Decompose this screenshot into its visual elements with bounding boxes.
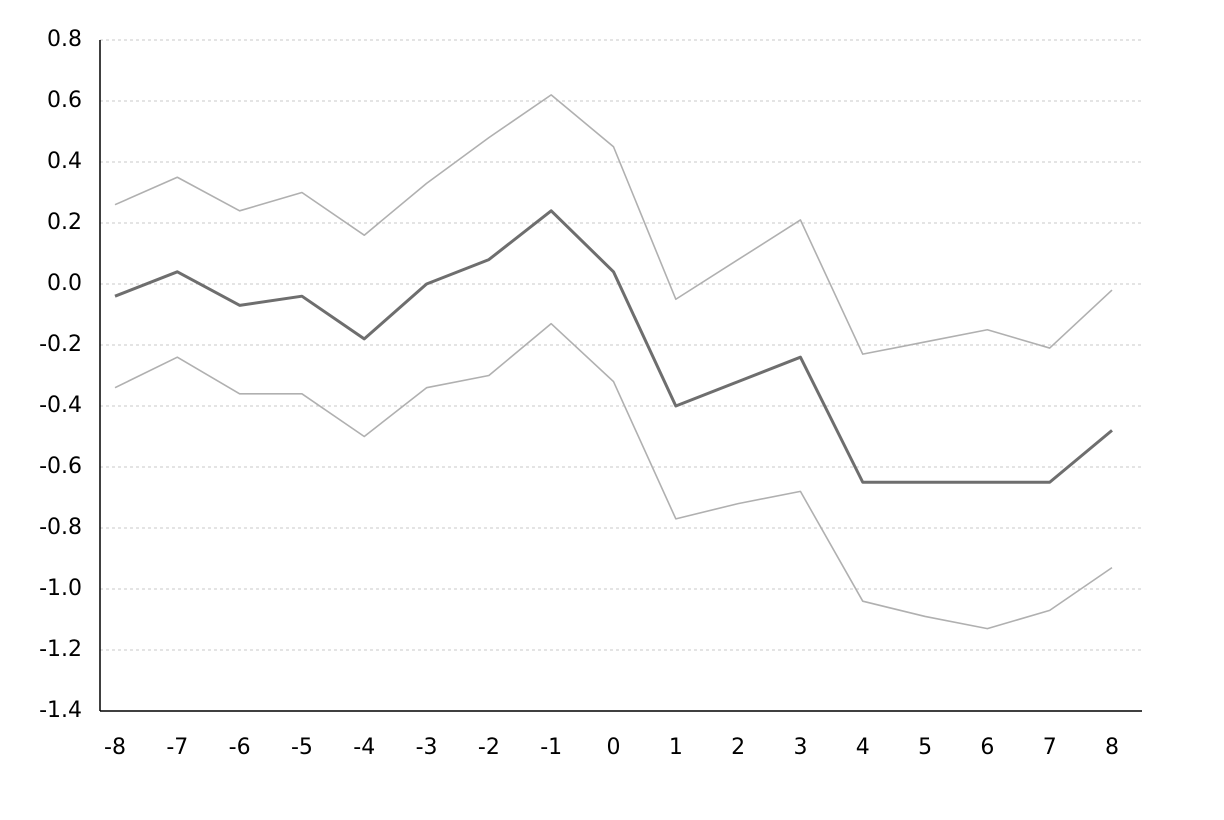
x-tick-label: 7 xyxy=(1043,735,1057,760)
x-tick-label: -8 xyxy=(104,735,126,760)
y-tick-label: -1.0 xyxy=(39,576,82,601)
y-tick-label: -0.6 xyxy=(39,454,82,479)
x-tick-label: 2 xyxy=(731,735,745,760)
x-tick-label: -6 xyxy=(229,735,251,760)
y-tick-label: -1.4 xyxy=(39,698,82,723)
series-line xyxy=(114,94,1113,355)
y-tick-label: -0.2 xyxy=(39,332,82,357)
x-tick-label: 4 xyxy=(856,735,870,760)
y-tick-label: -0.4 xyxy=(39,393,82,418)
y-tick-label: 0.4 xyxy=(47,149,82,174)
x-tick-label: 3 xyxy=(793,735,807,760)
x-tick-label: -1 xyxy=(540,735,562,760)
y-tick-label: -0.8 xyxy=(39,515,82,540)
x-tick-label: -7 xyxy=(166,735,188,760)
y-tick-label: -1.2 xyxy=(39,637,82,662)
x-tick-label: -2 xyxy=(478,735,500,760)
x-tick-label: -5 xyxy=(291,735,313,760)
x-tick-label: -4 xyxy=(353,735,375,760)
x-tick-label: 6 xyxy=(980,735,994,760)
y-tick-label: 0.8 xyxy=(47,27,82,52)
x-tick-label: 5 xyxy=(918,735,932,760)
y-tick-label: 0.0 xyxy=(47,271,82,296)
x-tick-label: -3 xyxy=(416,735,438,760)
y-tick-label: 0.6 xyxy=(47,88,82,113)
series-line xyxy=(114,322,1113,630)
x-tick-label: 0 xyxy=(607,735,621,760)
series-line xyxy=(114,209,1113,484)
y-tick-label: 0.2 xyxy=(47,210,82,235)
x-tick-label: 8 xyxy=(1105,735,1119,760)
x-tick-label: 1 xyxy=(669,735,683,760)
